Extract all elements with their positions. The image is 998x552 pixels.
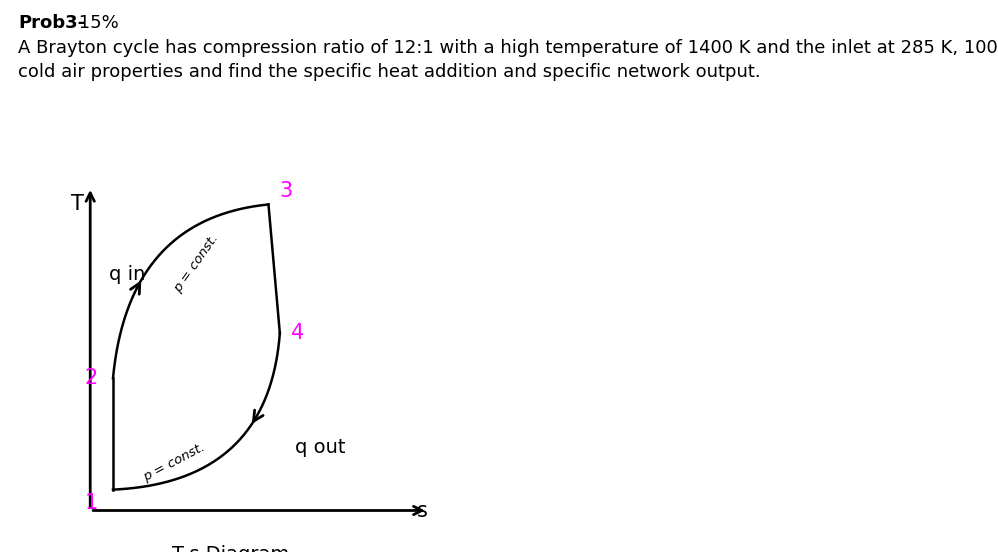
Text: p = const.: p = const. [172, 232, 222, 295]
Text: p = const.: p = const. [141, 440, 207, 484]
Text: Prob3-: Prob3- [18, 14, 85, 32]
Text: cold air properties and find the specific heat addition and specific network out: cold air properties and find the specifi… [18, 63, 760, 82]
Text: 3: 3 [279, 181, 293, 201]
Text: 15%: 15% [73, 14, 119, 32]
Text: q out: q out [295, 438, 345, 458]
Text: A Brayton cycle has compression ratio of 12:1 with a high temperature of 1400 K : A Brayton cycle has compression ratio of… [18, 39, 998, 57]
Text: s: s [417, 501, 428, 521]
Text: 2: 2 [85, 368, 98, 389]
Text: q in: q in [109, 264, 146, 284]
Text: T-s Diagram: T-s Diagram [172, 545, 289, 552]
Text: 4: 4 [291, 323, 304, 343]
Text: 1: 1 [85, 493, 98, 513]
Text: T: T [71, 194, 84, 214]
